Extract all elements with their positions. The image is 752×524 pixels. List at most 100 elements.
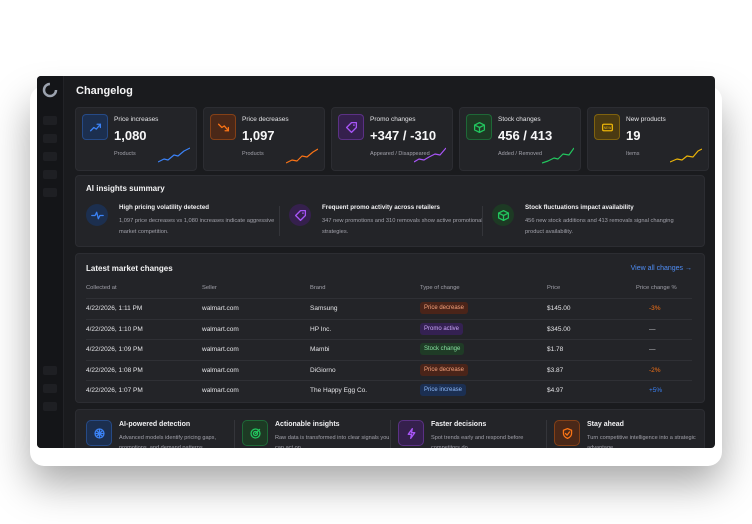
change-type-badge: Promo active	[420, 322, 464, 335]
table-row[interactable]: 4/22/2026, 1:09 PM walmart.com Mambi Stock …	[86, 339, 692, 360]
box-icon	[497, 209, 509, 221]
insights-title: AI insights summary	[86, 184, 165, 193]
market-changes-table: Latest market changes View all changes →…	[75, 253, 705, 403]
sidebar-item[interactable]	[43, 134, 57, 143]
insight-item: Stock fluctuations impact availability 45…	[492, 202, 692, 240]
stat-label: Price decreases	[242, 116, 289, 123]
sidebar-item[interactable]	[43, 402, 57, 411]
collected-at-cell: 4/22/2026, 1:10 PM	[86, 325, 143, 333]
feature-title: AI-powered detection	[119, 421, 191, 428]
sparkline	[286, 148, 318, 164]
change-type-badge: Stock change	[420, 343, 465, 356]
price-change-cell: -2%	[649, 366, 661, 374]
insight-item: High pricing volatility detected 1,097 pr…	[86, 202, 286, 240]
collected-at-cell: 4/22/2026, 1:08 PM	[86, 366, 143, 374]
brain-icon	[93, 427, 105, 439]
seller-cell: walmart.com	[202, 387, 239, 395]
pulse-icon	[90, 211, 104, 219]
feature-text: Turn competitive intelligence into a str…	[587, 435, 696, 448]
sidebar-item[interactable]	[43, 384, 57, 393]
stat-value: +347 / -310	[370, 128, 437, 143]
stat-card[interactable]: NEW New products 19 Items	[587, 107, 709, 171]
new-badge-icon: NEW	[601, 123, 613, 131]
table-row[interactable]: 4/22/2026, 1:08 PM walmart.com DiGiorno Pri…	[86, 359, 692, 381]
stat-card[interactable]: Price increases 1,080 Products	[75, 107, 197, 171]
sparkline	[414, 147, 446, 163]
sparkline	[670, 148, 702, 163]
feature-text: Raw data is transformed into clear signa…	[275, 435, 390, 448]
app-window: Changelog Price increases 1,080 Products Pr…	[37, 76, 715, 448]
price-cell: $1.78	[547, 346, 564, 354]
change-type-badge: Price decrease	[420, 363, 469, 376]
stat-label: Stock changes	[498, 116, 541, 123]
column-header: Collected at	[86, 285, 117, 291]
tag-icon	[294, 209, 306, 221]
stat-icon-box	[466, 114, 492, 140]
sidebar-item[interactable]	[43, 366, 57, 375]
feature-icon-box	[242, 420, 268, 446]
collected-at-cell: 4/22/2026, 1:09 PM	[86, 346, 143, 354]
insight-text: 1,097 price decreases vs 1,080 increases…	[119, 218, 275, 235]
change-type-badge: Price increase	[420, 384, 467, 397]
table-row[interactable]: 4/22/2026, 1:10 PM walmart.com HP Inc. Prom…	[86, 318, 692, 340]
insight-text: 347 new promotions and 310 removals show…	[322, 218, 483, 235]
brand-cell: Mambi	[310, 346, 330, 354]
divider	[390, 420, 391, 448]
feature-item: Actionable insights Raw data is transform…	[242, 418, 392, 448]
column-header: Type of change	[420, 285, 460, 291]
target-icon	[249, 427, 261, 439]
insight-title: High pricing volatility detected	[119, 204, 210, 211]
column-header: Price	[547, 285, 561, 291]
page-title: Changelog	[76, 85, 133, 97]
stat-label: New products	[626, 116, 666, 123]
sparkline	[158, 147, 190, 163]
stat-sublabel: Products	[242, 151, 264, 157]
trend-up-icon	[89, 123, 101, 131]
insight-icon-circle	[289, 204, 311, 226]
view-all-link[interactable]: View all changes →	[630, 265, 692, 272]
divider	[482, 206, 483, 236]
sidebar-item[interactable]	[43, 116, 57, 125]
feature-icon-box	[86, 420, 112, 446]
lightning-icon	[407, 427, 415, 439]
seller-cell: walmart.com	[202, 325, 239, 333]
table-row[interactable]: 4/22/2026, 1:11 PM walmart.com Samsung Pric…	[86, 298, 692, 319]
logo-icon[interactable]	[42, 82, 58, 98]
price-cell: $345.00	[547, 325, 571, 333]
sidebar-item[interactable]	[43, 170, 57, 179]
stat-icon-box: NEW	[594, 114, 620, 140]
features-card: AI-powered detection Advanced models iden…	[75, 409, 705, 448]
feature-title: Actionable insights	[275, 421, 340, 428]
insight-icon-circle	[492, 204, 514, 226]
column-header: Brand	[310, 285, 326, 291]
divider	[234, 420, 235, 448]
sidebar-item[interactable]	[43, 152, 57, 161]
stat-card[interactable]: Price decreases 1,097 Products	[203, 107, 325, 171]
seller-cell: walmart.com	[202, 305, 239, 312]
feature-title: Stay ahead	[587, 421, 624, 428]
column-header: Seller	[202, 285, 217, 291]
sparkline	[542, 147, 574, 164]
price-change-cell: +5%	[649, 387, 663, 395]
stat-sublabel: Items	[626, 151, 640, 157]
feature-icon-box	[398, 420, 424, 446]
ai-insights-card: AI insights summary High pricing volatil…	[75, 175, 705, 247]
divider	[279, 206, 280, 236]
shield-icon	[562, 427, 572, 439]
brand-cell: The Happy Egg Co.	[310, 387, 368, 395]
insight-title: Frequent promo activity across retailers	[322, 204, 440, 211]
feature-text: Advanced models identify pricing gaps, p…	[119, 435, 217, 448]
table-row[interactable]: 4/22/2026, 1:07 PM walmart.com The Happy E…	[86, 380, 692, 401]
stat-value: 1,097	[242, 128, 275, 143]
box-icon	[473, 121, 485, 133]
price-cell: $3.87	[547, 366, 564, 374]
feature-title: Faster decisions	[431, 421, 487, 428]
price-cell: $145.00	[547, 305, 571, 312]
seller-cell: walmart.com	[202, 366, 239, 374]
stat-card[interactable]: Promo changes +347 / -310 Appeared / Disap…	[331, 107, 453, 171]
insight-title: Stock fluctuations impact availability	[525, 204, 634, 211]
sidebar	[37, 76, 64, 448]
sidebar-item[interactable]	[43, 188, 57, 197]
stat-card[interactable]: Stock changes 456 / 413 Added / Removed	[459, 107, 581, 171]
brand-cell: DiGiorno	[310, 366, 336, 374]
